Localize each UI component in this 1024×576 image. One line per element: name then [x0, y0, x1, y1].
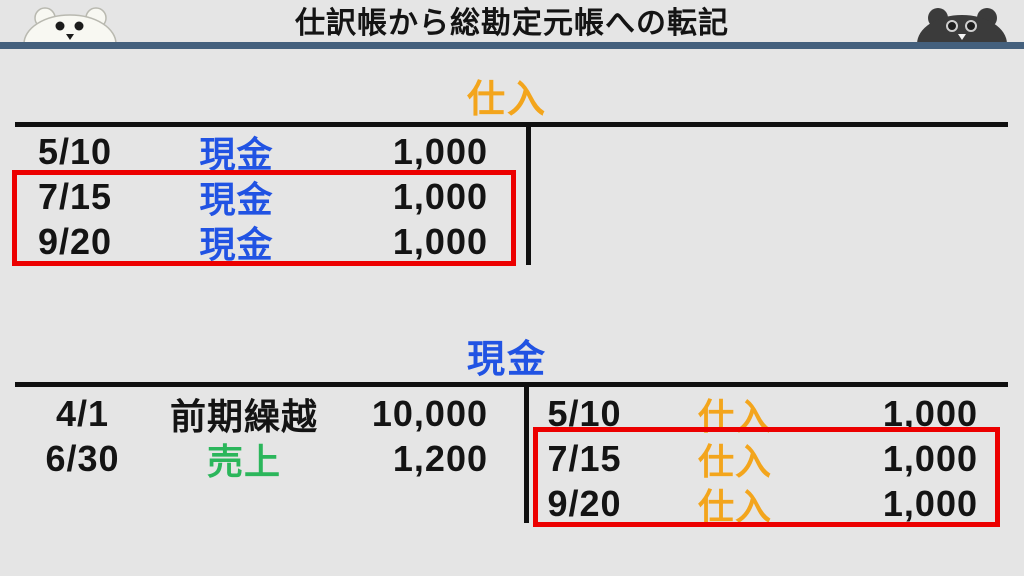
entry-amount: 1,000 [392, 221, 488, 262]
ledger-entry-row: 9/20 現金 1,000 [15, 216, 488, 265]
entry-date: 4/1 [55, 393, 110, 434]
entry-counter-account: 仕入 [697, 486, 772, 527]
entry-counter-account: 現金 [199, 224, 274, 265]
entry-date: 6/30 [45, 438, 120, 479]
entry-amount: 1,000 [392, 176, 488, 217]
header-divider-line [0, 42, 1024, 49]
entry-counter-account: 仕入 [697, 441, 772, 482]
ledger-entry-row: 4/1 前期繰越 10,000 [15, 388, 488, 437]
entry-amount: 1,200 [392, 438, 488, 479]
cash-debit-entries: 4/1 前期繰越 10,000 6/30 売上 1,200 [15, 388, 488, 482]
ledger-entry-row: 5/10 現金 1,000 [15, 126, 488, 175]
entry-counter-account: 現金 [199, 179, 274, 220]
ledger-entry-row: 6/30 売上 1,200 [15, 433, 488, 482]
entry-amount: 1,000 [882, 483, 978, 524]
ledger-entry-row: 7/15 現金 1,000 [15, 171, 488, 220]
entry-date: 7/15 [547, 438, 622, 479]
ledger-entry-row: 9/20 仕入 1,000 [537, 478, 978, 527]
cash-account-divider-line [524, 382, 529, 523]
entry-counter-account: 売上 [206, 441, 281, 482]
purchases-highlight-box [12, 170, 516, 266]
purchases-account-title: 仕入 [466, 79, 547, 121]
entry-counter-account: 現金 [199, 134, 274, 175]
purchases-account-top-line [15, 122, 1008, 127]
cash-credit-entries: 5/10 仕入 1,000 7/15 仕入 1,000 9/20 仕入 1,00… [537, 388, 978, 527]
entry-date: 9/20 [37, 221, 113, 262]
entry-counter-account: 前期繰越 [169, 396, 318, 437]
entry-amount: 10,000 [371, 393, 488, 434]
page-title: 仕訳帳から総勘定元帳への転記 [295, 7, 729, 40]
entry-date: 7/15 [37, 176, 113, 217]
ledger-entry-row: 7/15 仕入 1,000 [537, 433, 978, 482]
purchases-account-divider-line [526, 122, 531, 265]
purchases-debit-entries: 5/10 現金 1,000 7/15 現金 1,000 9/20 現金 1,00… [15, 126, 488, 265]
entry-amount: 1,000 [392, 131, 488, 172]
entry-date: 5/10 [37, 131, 113, 172]
entry-date: 9/20 [547, 483, 622, 524]
entry-amount: 1,000 [882, 438, 978, 479]
cash-account-top-line [15, 382, 1008, 387]
white-bear-icon [23, 7, 117, 43]
cash-account-title: 現金 [466, 339, 547, 381]
black-bear-icon [917, 8, 1007, 43]
cash-highlight-box [533, 427, 1000, 527]
